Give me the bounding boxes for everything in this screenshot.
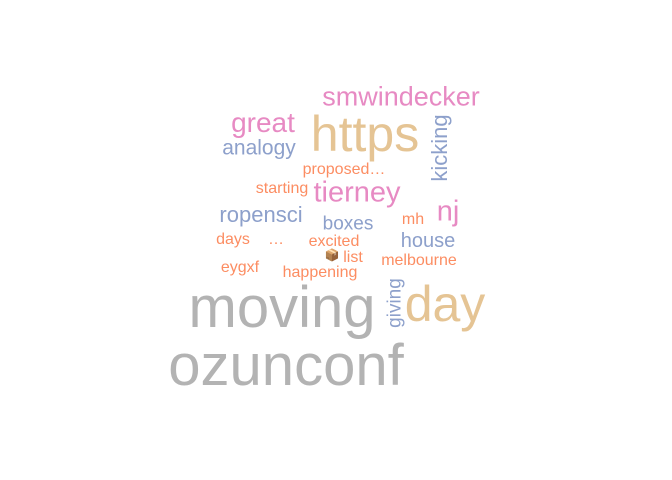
- word-days: days: [216, 231, 250, 248]
- word-ellipsis: …: [268, 231, 284, 248]
- word-nj: nj: [436, 195, 460, 228]
- word-moving: moving: [188, 275, 376, 340]
- word-boxes: boxes: [322, 213, 374, 235]
- word-mh: mh: [401, 211, 425, 228]
- word-analogy: analogy: [222, 136, 296, 160]
- word-starting: starting: [255, 180, 309, 197]
- word-proposed: proposed…: [302, 161, 386, 178]
- word-list: list: [343, 249, 363, 266]
- word-melbourne: melbourne: [381, 252, 457, 269]
- word-kicking: kicking: [427, 114, 452, 182]
- word-day: day: [404, 276, 486, 332]
- word-excited: excited: [308, 233, 360, 250]
- word-great: great: [231, 107, 295, 138]
- word-happening: happening: [282, 264, 358, 281]
- word-ozunconf: ozunconf: [168, 333, 404, 398]
- word-house: house: [400, 230, 456, 252]
- word-giving: giving: [384, 278, 406, 328]
- word-eygxf: eygxf: [220, 259, 260, 276]
- package-icon: 📦: [324, 248, 340, 262]
- word-https: https: [310, 106, 420, 162]
- word-smwindecker: smwindecker: [322, 81, 480, 112]
- word-tierney: tierney: [313, 176, 401, 209]
- word-ropensci: ropensci: [219, 202, 303, 227]
